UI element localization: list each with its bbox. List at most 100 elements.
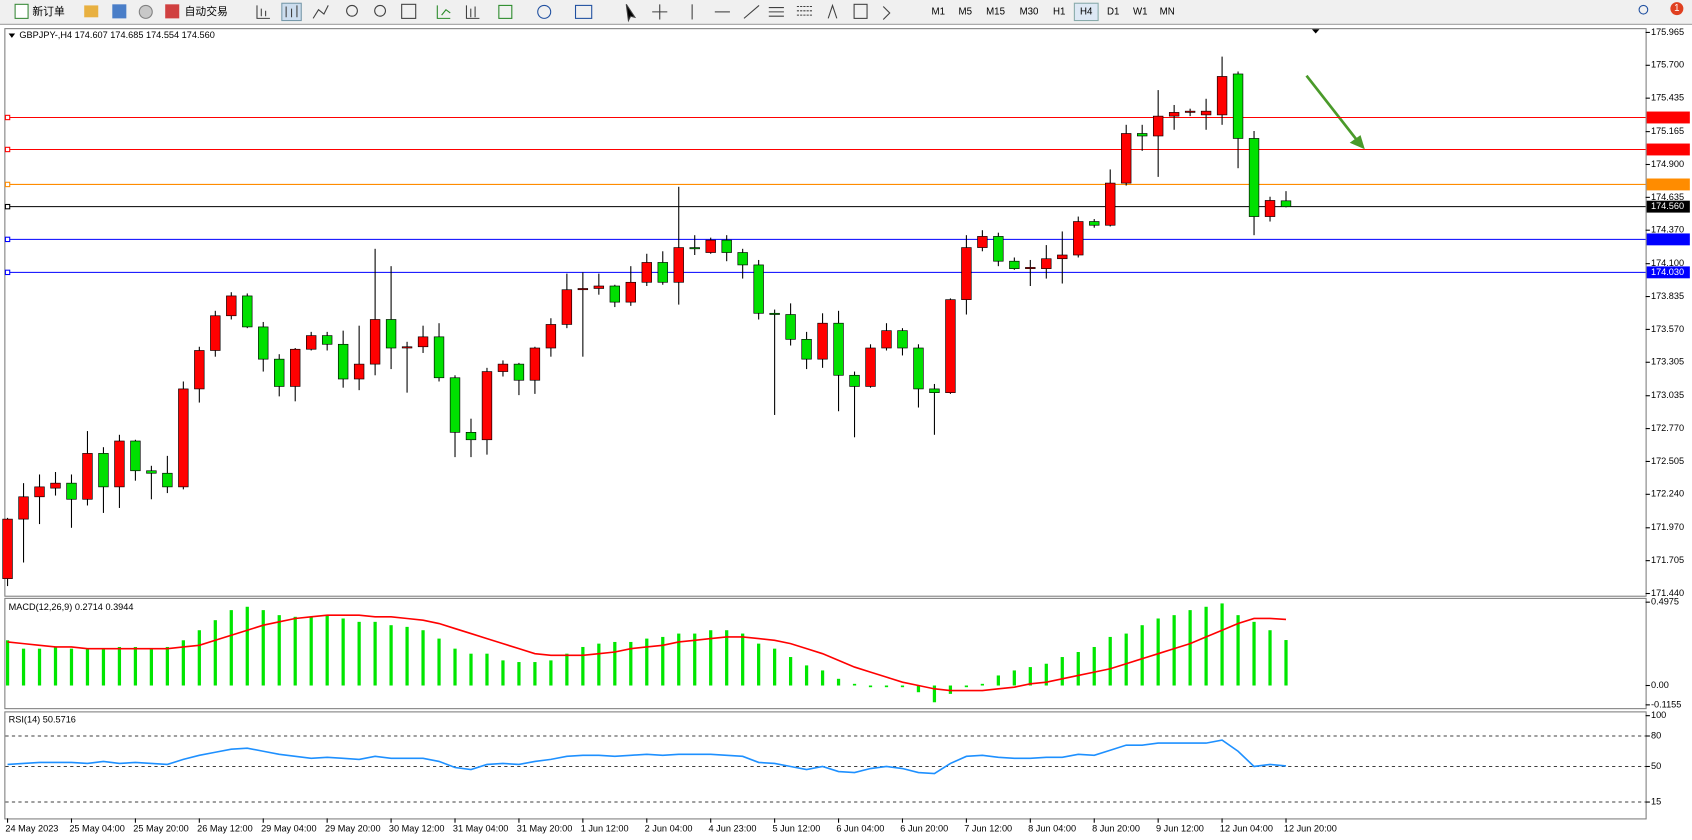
rsi-pane [4, 711, 1647, 820]
timeframe-button[interactable]: M15 [986, 6, 1005, 17]
x-tick-label: 30 May 12:00 [389, 824, 445, 834]
level-tag [1646, 266, 1690, 279]
timeframe-button[interactable]: M30 [1020, 6, 1039, 17]
icon[interactable] [652, 4, 668, 20]
search-icon[interactable] [1638, 4, 1649, 15]
macd-histogram-bar [213, 620, 217, 686]
candle-body [1105, 182, 1116, 226]
macd-histogram-bar [1076, 652, 1080, 686]
candle-body [1073, 221, 1084, 256]
notification-badge[interactable] [1670, 2, 1684, 16]
macd-histogram-bar [661, 636, 665, 686]
candle-body [1200, 110, 1212, 116]
icon[interactable] [112, 4, 127, 19]
macd-histogram-bar [693, 633, 697, 686]
macd-histogram-bar [645, 638, 649, 686]
toolbar [0, 0, 1692, 24]
x-tick-label: 2 Jun 04:00 [645, 824, 693, 834]
candle-body [513, 363, 525, 381]
candle-body [306, 335, 317, 350]
macd-histogram-bar [133, 646, 138, 686]
candle-body [1057, 254, 1068, 260]
candle-body [258, 326, 269, 360]
macd-histogram-bar [5, 640, 10, 686]
icon[interactable] [256, 5, 270, 19]
timeframe-button[interactable]: MN [1160, 6, 1175, 17]
candle-body [753, 264, 764, 314]
macd-histogram-bar [421, 630, 425, 686]
candle-body [1280, 200, 1292, 207]
price-pane [4, 28, 1647, 597]
icon[interactable] [743, 4, 760, 19]
macd-histogram-bar [836, 678, 841, 686]
timeframe-button[interactable]: D1 [1107, 6, 1119, 17]
icon[interactable] [882, 6, 891, 20]
macd-histogram-bar [117, 646, 122, 686]
icon[interactable] [346, 4, 358, 17]
y-tick-label: 172.770 [1651, 423, 1684, 433]
icon[interactable] [401, 3, 417, 19]
icon [165, 4, 180, 19]
timeframe-button[interactable]: M1 [932, 6, 946, 17]
macd-histogram-bar [852, 683, 857, 686]
arrow-line [1305, 74, 1359, 142]
candle-body [18, 496, 29, 520]
macd-histogram-bar [773, 648, 777, 686]
macd-histogram-bar [277, 615, 281, 686]
candle-body [162, 472, 173, 488]
timeframe-button[interactable]: M5 [959, 6, 973, 17]
icon[interactable] [436, 5, 451, 19]
icon[interactable] [853, 3, 868, 19]
macd-histogram-bar [629, 641, 633, 686]
candle-body [1232, 73, 1244, 139]
x-tick-label: 26 May 12:00 [197, 824, 253, 834]
candle-body [929, 388, 940, 393]
macd-histogram-bar [485, 653, 489, 686]
macd-histogram-bar [1060, 657, 1064, 686]
icon[interactable] [827, 3, 838, 19]
candle-body [657, 262, 668, 283]
candle-body [1248, 138, 1260, 217]
icon[interactable] [312, 5, 329, 19]
auto-trading-button[interactable]: 自动交易 [165, 4, 228, 19]
macd-histogram-bar [1188, 610, 1192, 686]
candle-body [369, 319, 381, 365]
candle-body [865, 347, 876, 387]
timeframe-button[interactable]: W1 [1133, 6, 1148, 17]
icon[interactable] [768, 7, 784, 17]
macd-histogram-bar [325, 615, 329, 686]
y-tick-label: 100 [1651, 710, 1666, 720]
macd-histogram-bar [948, 685, 953, 694]
macd-histogram-bar [741, 633, 745, 686]
candle-body [625, 281, 636, 303]
macd-histogram-bar [820, 670, 825, 686]
icon[interactable] [537, 4, 552, 19]
macd-histogram-bar [101, 648, 106, 686]
level-tag [1646, 143, 1690, 156]
timeframe-button[interactable]: H1 [1053, 6, 1065, 17]
icon[interactable] [625, 4, 637, 23]
macd-histogram-bar [341, 618, 345, 686]
icon[interactable] [138, 4, 153, 19]
icon[interactable] [374, 4, 387, 17]
candle-body [497, 363, 509, 372]
symbol-menu-arrow[interactable] [8, 33, 16, 38]
x-tick-label: 12 Jun 20:00 [1284, 824, 1337, 834]
macd-histogram-bar [980, 683, 984, 686]
new-order-button[interactable]: 新订单 [14, 3, 65, 19]
timeframe-button[interactable]: H4 [1080, 6, 1093, 17]
icon[interactable] [574, 4, 593, 19]
level-handle [4, 203, 11, 210]
icon[interactable] [465, 5, 480, 19]
icon[interactable] [285, 5, 298, 18]
candle-body [561, 289, 573, 325]
macd-histogram-bar [1252, 621, 1256, 686]
icon[interactable] [796, 5, 812, 16]
macd-histogram-bar [37, 648, 42, 686]
macd-histogram-bar [85, 648, 90, 686]
x-tick-label: 25 May 20:00 [133, 824, 189, 834]
macd-histogram-bar [533, 662, 537, 686]
icon[interactable] [84, 5, 99, 18]
x-tick-label: 1 Jun 12:00 [581, 824, 629, 834]
icon[interactable] [498, 4, 513, 19]
